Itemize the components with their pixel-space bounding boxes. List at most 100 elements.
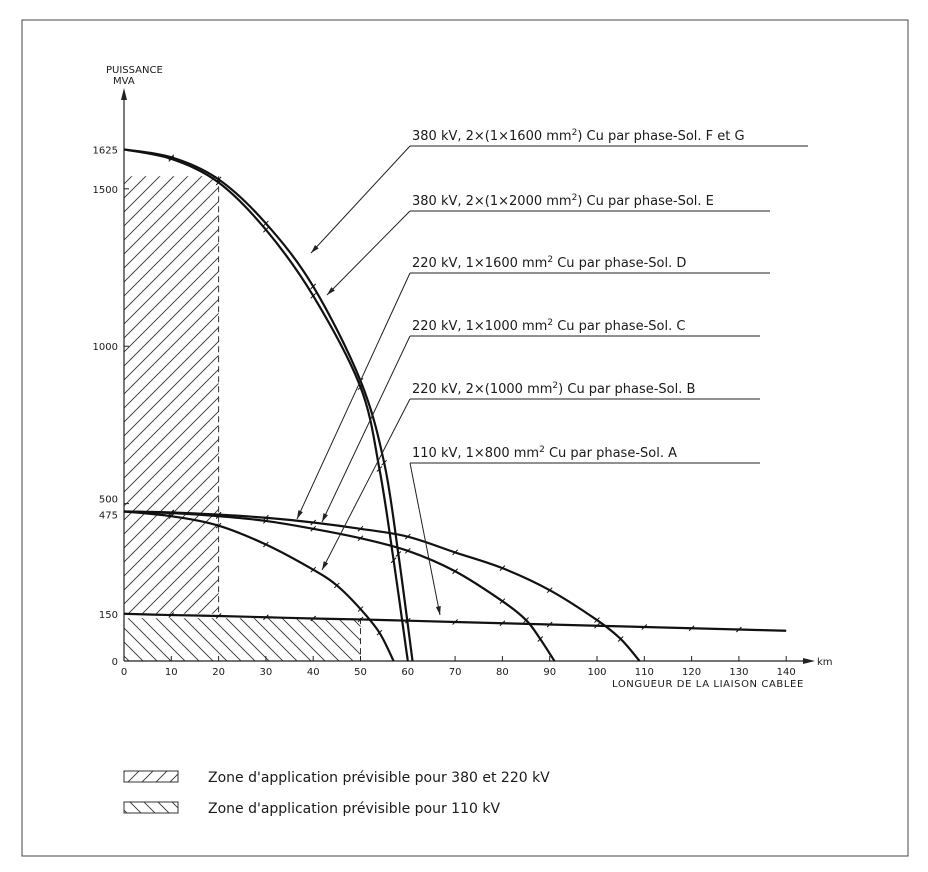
data-point-tick	[357, 525, 364, 532]
label-leader	[409, 462, 441, 616]
label-110kv-sol-a: 110 kV, 1×800 mm2 Cu par phase-Sol. A	[412, 445, 677, 461]
data-point-tick	[617, 636, 624, 642]
label-leader-arrow	[297, 510, 303, 519]
label-leader	[296, 272, 411, 520]
data-point-tick	[736, 626, 742, 633]
data-point-tick	[263, 514, 269, 521]
data-point-tick	[357, 616, 364, 623]
data-point-tick	[310, 519, 317, 526]
data-point-tick	[215, 613, 222, 619]
x-axis-label: LONGUEUR DE LA LIAISON CABLEE	[612, 679, 804, 690]
y-tick-label: 500	[99, 495, 118, 506]
label-leader-arrow	[311, 244, 319, 253]
data-point-tick	[499, 598, 506, 605]
label-leader-arrow	[327, 287, 335, 295]
data-point-tick	[215, 522, 222, 529]
x-tick-label: 20	[212, 667, 225, 678]
y-tick-label: 0	[112, 657, 118, 668]
legend: Zone d'application prévisible pour 380 e…	[123, 770, 550, 817]
label-leader	[321, 398, 411, 571]
legend-swatch-110kv	[123, 801, 179, 814]
label-leader	[321, 335, 411, 523]
x-tick-label: 120	[682, 667, 701, 678]
label-leader-arrow	[435, 606, 441, 615]
zone-380-220kv	[124, 176, 219, 614]
y-tick-label: 1000	[93, 342, 118, 353]
data-point-tick	[546, 587, 553, 594]
data-point-tick	[381, 459, 388, 466]
x-tick-label: 60	[401, 667, 414, 678]
x-tick-label: 50	[354, 667, 367, 678]
legend-label-380-220kv: Zone d'application prévisible pour 380 e…	[208, 770, 550, 786]
x-tick-label: 140	[777, 667, 796, 678]
label-220kv-sol-d: 220 kV, 1×1600 mm2 Cu par phase-Sol. D	[412, 255, 686, 271]
data-point-tick	[263, 541, 269, 548]
legend-swatch-380-220kv	[123, 770, 179, 783]
data-point-tick	[641, 624, 648, 630]
x-axis-unit: km	[817, 657, 833, 668]
data-point-tick	[333, 582, 340, 589]
data-point-tick	[688, 625, 695, 632]
label-leader-arrow	[322, 513, 328, 522]
data-point-tick	[390, 557, 397, 564]
data-point-tick	[357, 384, 364, 390]
data-point-tick	[168, 513, 175, 520]
data-point-tick	[310, 283, 317, 290]
data-point-tick	[168, 510, 175, 516]
data-point-tick	[310, 615, 317, 622]
data-point-tick	[395, 551, 402, 557]
x-tick-label: 130	[729, 667, 748, 678]
label-220kv-sol-c: 220 kV, 1×1000 mm2 Cu par phase-Sol. C	[412, 318, 685, 334]
x-tick-label: 80	[496, 667, 509, 678]
data-point-tick	[357, 535, 364, 542]
data-point-tick	[263, 220, 269, 227]
x-tick-label: 10	[165, 667, 178, 678]
x-tick-label: 90	[543, 667, 556, 678]
y-tick-label: 150	[99, 610, 118, 621]
x-tick-label: 0	[121, 667, 127, 678]
data-point-tick	[499, 565, 506, 571]
data-point-tick	[404, 547, 411, 554]
data-point-tick	[357, 606, 364, 612]
figure-border	[21, 19, 909, 857]
data-point-tick	[215, 513, 222, 520]
data-point-tick	[263, 614, 269, 621]
series-380kv-sol-fg	[123, 148, 414, 662]
legend-label-110kv: Zone d'application prévisible pour 110 k…	[208, 801, 500, 817]
data-point-tick	[310, 566, 317, 573]
data-point-tick	[594, 617, 600, 623]
data-point-tick	[310, 292, 317, 299]
y-tick-label: 1500	[93, 185, 118, 196]
x-tick-label: 70	[449, 667, 462, 678]
x-axis-arrow	[803, 658, 815, 664]
data-point-tick	[376, 629, 383, 636]
zone-110kv	[124, 618, 361, 661]
data-point-tick	[168, 156, 175, 162]
data-point-tick	[404, 533, 411, 540]
y-axis-arrow	[121, 88, 127, 100]
y-axis-label-line2: MVA	[113, 76, 135, 87]
data-point-tick	[594, 622, 600, 629]
data-point-tick	[168, 612, 175, 618]
data-point-tick	[215, 179, 222, 186]
data-point-tick	[376, 466, 383, 472]
data-point-tick	[546, 621, 553, 628]
x-tick-label: 100	[587, 667, 606, 678]
label-leader	[310, 145, 411, 254]
label-leader	[326, 210, 411, 296]
y-axis-label-line1: PUISSANCE	[106, 65, 163, 76]
data-point-tick	[523, 617, 529, 623]
y-tick-label: 475	[99, 510, 118, 521]
x-tick-label: 110	[635, 667, 654, 678]
data-point-tick	[263, 518, 269, 524]
label-380kv-sol-e: 380 kV, 2×(1×2000 mm2) Cu par phase-Sol.…	[412, 193, 714, 209]
y-tick-label: 1625	[93, 145, 118, 156]
data-point-tick	[404, 617, 411, 624]
data-point-tick	[499, 620, 506, 627]
data-point-tick	[452, 568, 458, 575]
data-point-tick	[310, 525, 317, 532]
data-point-tick	[452, 619, 458, 625]
x-tick-label: 40	[307, 667, 320, 678]
label-220kv-sol-b: 220 kV, 2×(1000 mm2) Cu par phase-Sol. B	[412, 381, 695, 397]
